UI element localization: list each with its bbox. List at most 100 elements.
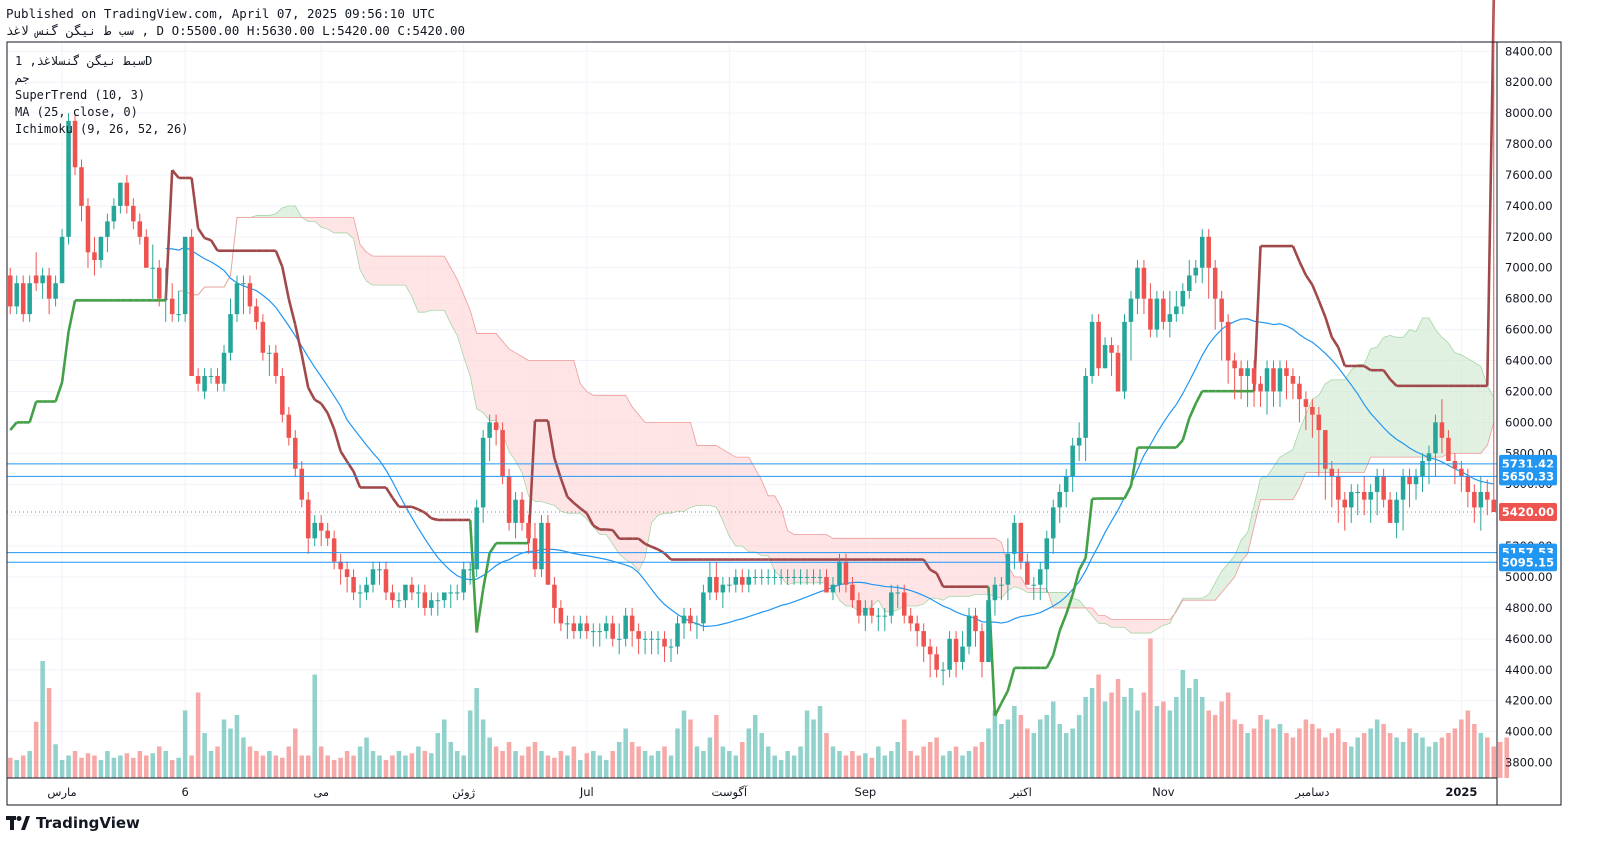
ichimoku-cloud-segment [1292,430,1300,500]
candle-body [649,638,654,640]
volume-bar [850,751,855,778]
supertrend-segment [171,169,180,179]
candle-body [383,569,389,593]
volume-bar [720,746,726,778]
ichimoku-cloud-segment [735,457,743,547]
candle-body [189,236,194,376]
candle-body [7,275,13,307]
ichimoku-cloud-segment [288,205,296,218]
candle-body [1426,453,1432,462]
ichimoku-cloud-segment [619,395,626,560]
ichimoku-cloud-segment [1344,370,1352,473]
volume-bar [584,753,590,778]
candle-body [953,638,959,663]
candle-body [27,283,32,315]
ichimoku-cloud-segment [664,422,672,514]
supertrend-segment [922,558,932,571]
volume-bar [688,719,693,778]
ichimoku-cloud-segment [1241,532,1248,562]
supertrend-segment [28,401,38,423]
candle-body [1148,298,1153,330]
volume-bar [305,755,311,778]
candle-body [1141,267,1147,299]
supertrend-segment [431,517,439,522]
candle-body [856,600,862,616]
supertrend-segment [637,537,646,545]
volume-bar [603,760,609,778]
candle-body [1070,445,1075,477]
volume-bar [1096,674,1101,778]
ichimoku-cloud-segment [353,217,361,270]
ichimoku-cloud-segment [1098,615,1106,624]
candle-body [1361,491,1367,500]
candle-body [1154,298,1160,330]
y-tick-label: 3800.00 [1505,756,1553,770]
volume-bar [1258,715,1263,778]
supertrend-segment [1330,336,1340,348]
legend-supertrend[interactable]: SuperTrend (10, 3) [15,88,146,102]
ichimoku-cloud-segment [923,538,931,605]
volume-bar [1342,742,1348,778]
supertrend-segment [468,519,478,633]
candle-body [701,592,706,624]
volume-bar [953,746,959,778]
ichimoku-cloud-segment [424,256,432,313]
ichimoku-cloud-segment [554,360,561,512]
ichimoku-cloud-segment [1454,352,1462,454]
volume-bar [1426,746,1432,778]
volume-bar [966,751,972,778]
supertrend-segment [585,512,595,527]
ichimoku-cloud-segment [1331,379,1339,473]
ichimoku-cloud-segment [1260,476,1268,500]
candle-body [467,569,473,571]
volume-bar [1361,733,1367,778]
volume-bar [1044,715,1050,778]
ma-line [165,246,1494,628]
candle-body [934,654,939,670]
supertrend-segment [294,324,304,355]
volume-bar [267,751,272,778]
supertrend-segment [1051,630,1061,656]
volume-bar [40,661,45,778]
volume-bar [344,751,350,778]
candle-body [254,306,259,322]
candle-body [1044,538,1050,570]
candle-body [921,631,926,647]
volume-bar [1038,719,1043,778]
volume-bar [1161,701,1166,778]
candle-body [513,499,518,523]
candle-body [33,275,39,284]
supertrend-segment [611,529,621,540]
volume-bar [1348,746,1354,778]
ichimoku-cloud-segment [632,406,639,572]
volume-bar [1232,719,1237,778]
footer-brand[interactable]: TradingView [6,814,140,832]
volume-bar [1400,742,1406,778]
volume-bar [66,755,71,778]
ichimoku-cloud-segment [1234,540,1242,577]
legend-ma[interactable]: MA (25, close, 0) [15,105,138,119]
volume-bar [1303,719,1309,778]
ichimoku-cloud-segment [1143,619,1151,634]
ichimoku-cloud-segment [1072,598,1080,608]
ichimoku-cloud-segment [489,333,497,421]
supertrend-segment [579,507,588,515]
ichimoku-cloud-segment [1357,364,1365,473]
volume-bar [280,757,285,778]
volume-bar [480,719,486,778]
volume-bar [403,755,408,778]
volume-bar [1251,728,1257,778]
legend-ichimoku[interactable]: Ichimoku (9, 26, 52, 26) [15,122,189,136]
candle-body [610,623,615,639]
y-tick-label: 8400.00 [1505,44,1553,58]
volume-bar [1478,733,1484,778]
candle-body [338,561,343,570]
volume-bar [597,755,603,778]
candle-body [79,167,84,206]
ichimoku-cloud-segment [411,256,419,313]
volume-bar [1018,715,1024,778]
volume-bar [649,755,654,778]
candle-body [474,507,479,570]
candle-body [597,631,603,633]
